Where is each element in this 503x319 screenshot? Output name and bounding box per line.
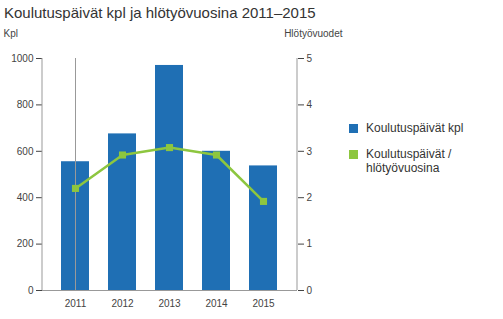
svg-text:1000: 1000 — [11, 53, 34, 64]
html-text:Koulutuspäivät / hlötyövuosina: Koulutuspäivät / hlötyövuosina — [366, 147, 452, 175]
html-text:Koulutuspäivät kpl ja hlötyövu: Koulutuspäivät kpl ja hlötyövuosina 2011… — [4, 4, 316, 21]
svg-text:3: 3 — [307, 146, 313, 157]
svg-text:2: 2 — [307, 192, 313, 203]
svg-text:2014: 2014 — [205, 298, 228, 309]
svg-text:400: 400 — [17, 192, 34, 203]
svg-text:2013: 2013 — [158, 298, 181, 309]
svg-text:0: 0 — [28, 285, 34, 296]
svg-text:1: 1 — [307, 238, 313, 249]
html-text:Koulutuspäivät kpl: Koulutuspäivät kpl — [366, 121, 464, 135]
svg-text:600: 600 — [17, 146, 34, 157]
svg-text:0: 0 — [307, 285, 313, 296]
svg-text:5: 5 — [307, 53, 313, 64]
svg-text:800: 800 — [17, 99, 34, 110]
svg-text:Kpl: Kpl — [4, 28, 18, 39]
svg-text:Hlötyövuodet: Hlötyövuodet — [284, 28, 343, 39]
svg-text:2011: 2011 — [65, 298, 87, 309]
svg-text:200: 200 — [17, 238, 34, 249]
svg-text:2015: 2015 — [252, 298, 275, 309]
svg-text:2012: 2012 — [111, 298, 134, 309]
svg-text:4: 4 — [307, 99, 313, 110]
